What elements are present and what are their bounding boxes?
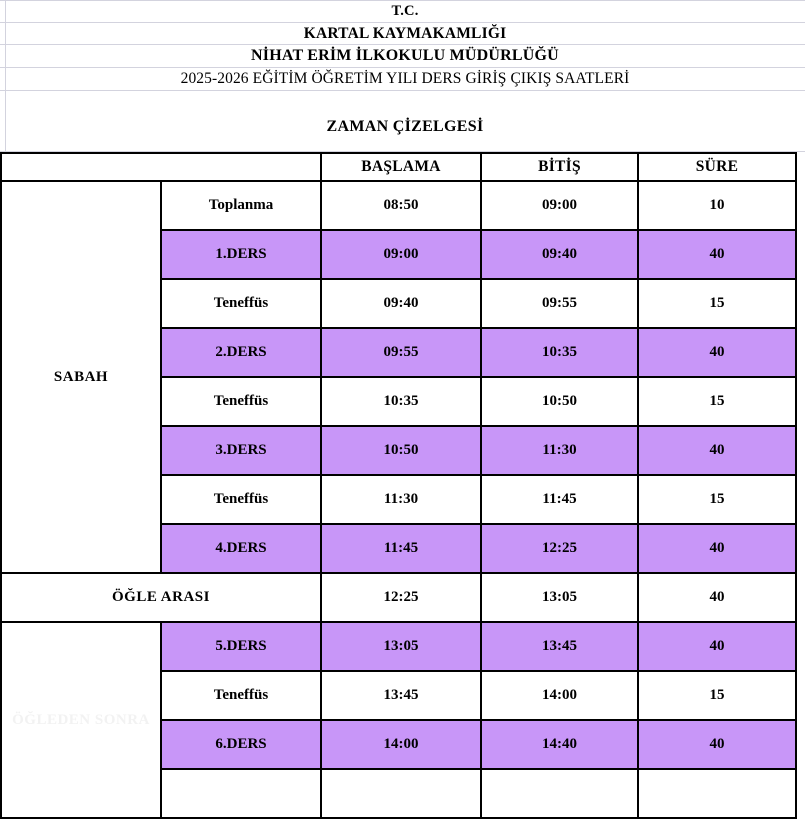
row-start: 13:05	[320, 621, 482, 672]
row-duration: 40	[637, 621, 797, 672]
row-start	[320, 768, 482, 819]
row-name: 4.DERS	[160, 523, 322, 574]
row-name: 2.DERS	[160, 327, 322, 378]
title-line-row: NİHAT ERİM İLKOKULU MÜDÜRLÜĞÜ	[0, 44, 805, 68]
row-end: 14:40	[480, 719, 639, 770]
row-duration: 40	[637, 425, 797, 476]
row-duration: 15	[637, 278, 797, 329]
row-end: 11:30	[480, 425, 639, 476]
row-end: 10:35	[480, 327, 639, 378]
row-name: Teneffüs	[160, 376, 322, 427]
row-duration: 15	[637, 670, 797, 721]
row-duration: 15	[637, 376, 797, 427]
table-row: 4.DERS 11:45 12:25 40	[1, 523, 797, 574]
section-label-ogle-arasi: ÖĞLE ARASI	[0, 572, 322, 623]
table-row: 2.DERS 09:55 10:35 40	[1, 327, 797, 378]
row-start: 12:25	[320, 572, 482, 623]
row-duration: 15	[637, 474, 797, 525]
section-label-sabah: SABAH	[0, 180, 162, 574]
subtitle-gutter-cell	[0, 90, 6, 152]
row-end: 10:50	[480, 376, 639, 427]
page-subtitle: ZAMAN ÇİZELGESİ	[5, 90, 805, 152]
row-name: Teneffüs	[160, 474, 322, 525]
table-row: 1.DERS 09:00 09:40 40	[1, 229, 797, 280]
header-sure: SÜRE	[637, 152, 797, 182]
row-name: 1.DERS	[160, 229, 322, 280]
title-gutter-cell	[0, 67, 6, 91]
row-start: 11:30	[320, 474, 482, 525]
title-line-row: 2025-2026 EĞİTİM ÖĞRETİM YILI DERS GİRİŞ…	[0, 67, 805, 91]
row-duration: 40	[637, 229, 797, 280]
title-line-okul: NİHAT ERİM İLKOKULU MÜDÜRLÜĞÜ	[5, 44, 805, 68]
row-duration: 40	[637, 327, 797, 378]
table-row-lunch: ÖĞLE ARASI 12:25 13:05 40	[0, 572, 797, 623]
row-end: 09:00	[480, 180, 639, 231]
table-row: Teneffüs 11:30 11:45 15	[1, 474, 797, 525]
row-name: 6.DERS	[160, 719, 322, 770]
row-name: Toplanma	[160, 180, 322, 231]
row-end	[480, 768, 639, 819]
schedule-table: BAŞLAMA BİTİŞ SÜRE SABAH Toplanma 08:50 …	[0, 152, 797, 819]
title-line-row: T.C.	[0, 0, 805, 23]
title-gutter-cell	[0, 22, 6, 45]
table-row: 6.DERS 14:00 14:40 40	[1, 719, 797, 770]
row-end: 12:25	[480, 523, 639, 574]
row-start: 09:55	[320, 327, 482, 378]
row-start: 10:35	[320, 376, 482, 427]
row-start: 13:45	[320, 670, 482, 721]
row-name: Teneffüs	[160, 670, 322, 721]
header-blank-cell	[0, 152, 322, 182]
row-start: 11:45	[320, 523, 482, 574]
header-baslama: BAŞLAMA	[320, 152, 482, 182]
title-line-row: KARTAL KAYMAKAMLIĞI	[0, 22, 805, 45]
row-name: 3.DERS	[160, 425, 322, 476]
table-row: Teneffüs 10:35 10:50 15	[1, 376, 797, 427]
row-name: 5.DERS	[160, 621, 322, 672]
table-row: ÖĞLEDEN SONRA 5.DERS 13:05 13:45 40	[0, 621, 797, 819]
row-end: 09:55	[480, 278, 639, 329]
title-line-egitim-yili: 2025-2026 EĞİTİM ÖĞRETİM YILI DERS GİRİŞ…	[5, 67, 805, 91]
subtitle-row: ZAMAN ÇİZELGESİ	[0, 90, 805, 152]
page-subtitle-text: ZAMAN ÇİZELGESİ	[326, 118, 484, 135]
table-row: 3.DERS 10:50 11:30 40	[1, 425, 797, 476]
table-row: SABAH Toplanma 08:50 09:00 10	[0, 180, 797, 574]
title-line-tc: T.C.	[5, 0, 805, 23]
title-gutter-cell	[0, 0, 6, 23]
title-line-kaymakamlik: KARTAL KAYMAKAMLIĞI	[5, 22, 805, 45]
row-start: 09:00	[320, 229, 482, 280]
row-duration: 40	[637, 719, 797, 770]
row-end: 09:40	[480, 229, 639, 280]
table-row: Teneffüs 09:40 09:55 15	[1, 278, 797, 329]
row-end: 13:05	[480, 572, 639, 623]
table-header-row: BAŞLAMA BİTİŞ SÜRE	[0, 152, 797, 182]
row-duration	[637, 768, 797, 819]
row-name: Teneffüs	[160, 278, 322, 329]
row-end: 11:45	[480, 474, 639, 525]
row-end: 14:00	[480, 670, 639, 721]
row-duration: 10	[637, 180, 797, 231]
row-name	[160, 768, 322, 819]
header-bitis: BİTİŞ	[480, 152, 639, 182]
row-start: 10:50	[320, 425, 482, 476]
table-row: Teneffüs 13:45 14:00 15	[1, 670, 797, 721]
row-duration: 40	[637, 523, 797, 574]
row-duration: 40	[637, 572, 797, 623]
document-title-band: T.C. KARTAL KAYMAKAMLIĞI NİHAT ERİM İLKO…	[0, 0, 805, 152]
title-gutter-cell	[0, 44, 6, 68]
row-start: 08:50	[320, 180, 482, 231]
section-label-ogleden-sonra: ÖĞLEDEN SONRA	[0, 621, 162, 819]
row-start: 14:00	[320, 719, 482, 770]
row-end: 13:45	[480, 621, 639, 672]
row-start: 09:40	[320, 278, 482, 329]
